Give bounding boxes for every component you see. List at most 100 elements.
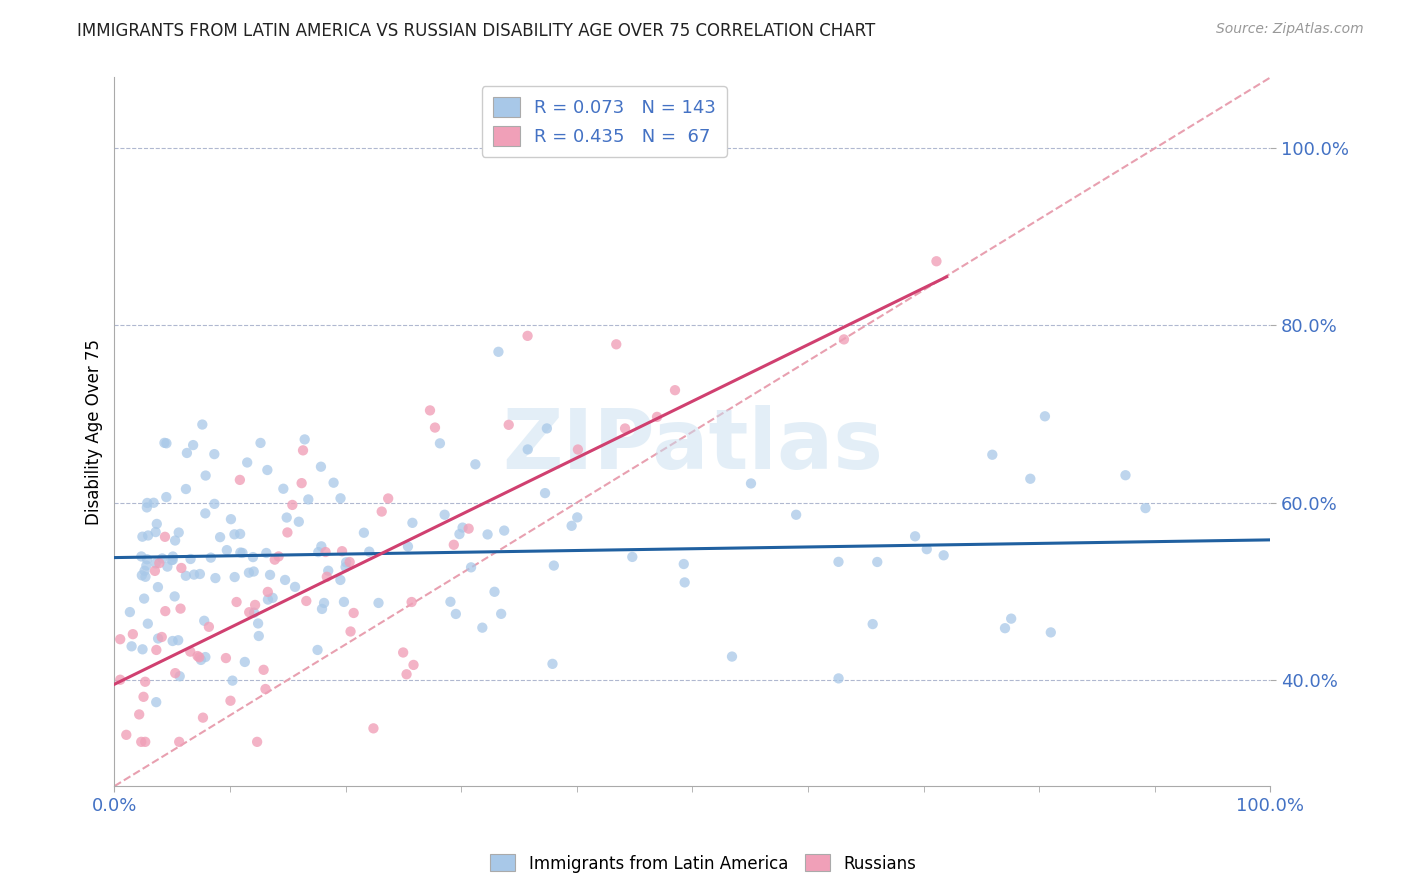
Point [145, 557, 167, 571]
Point [339, 555, 361, 569]
Point [131, 568, 153, 582]
Point [262, 591, 284, 605]
Point [401, 516, 423, 530]
Point [664, 383, 686, 397]
Point [614, 421, 637, 435]
Point [256, 585, 278, 599]
Point [145, 695, 167, 709]
Point [322, 475, 344, 490]
Point [229, 527, 252, 541]
Point [541, 657, 564, 671]
Point [315, 545, 337, 559]
Point [131, 642, 153, 657]
Point [294, 433, 316, 447]
Point [534, 486, 557, 500]
Point [115, 728, 138, 742]
Point [460, 560, 482, 574]
Point [359, 544, 381, 558]
Point [259, 567, 281, 582]
Point [477, 527, 499, 541]
Point [429, 436, 451, 450]
Point [284, 580, 307, 594]
Point [142, 496, 165, 510]
Point [167, 633, 190, 648]
Point [672, 557, 695, 571]
Point [1000, 612, 1022, 626]
Point [433, 508, 456, 522]
Point [174, 482, 197, 496]
Point [464, 458, 486, 472]
Point [229, 545, 252, 559]
Point [202, 447, 225, 461]
Point [215, 543, 238, 558]
Point [315, 570, 337, 584]
Point [832, 332, 855, 346]
Point [915, 542, 938, 557]
Point [180, 552, 202, 566]
Point [153, 530, 176, 544]
Point [150, 630, 173, 644]
Point [543, 558, 565, 573]
Point [191, 417, 214, 432]
Point [174, 568, 197, 582]
Point [494, 524, 516, 538]
Point [167, 525, 190, 540]
Point [353, 525, 375, 540]
Point [827, 672, 849, 686]
Point [721, 649, 744, 664]
Point [187, 648, 209, 663]
Point [135, 500, 157, 515]
Point [866, 555, 889, 569]
Point [243, 598, 266, 612]
Point [904, 529, 927, 543]
Point [135, 558, 157, 573]
Point [165, 533, 187, 548]
Point [229, 473, 252, 487]
Point [484, 584, 506, 599]
Point [981, 448, 1004, 462]
Point [233, 655, 256, 669]
Point [370, 504, 392, 518]
Point [309, 459, 332, 474]
Point [156, 559, 179, 574]
Point [419, 403, 441, 417]
Point [333, 595, 356, 609]
Point [191, 711, 214, 725]
Point [193, 614, 215, 628]
Text: ZIPatlas: ZIPatlas [502, 406, 883, 486]
Point [155, 490, 177, 504]
Point [254, 681, 277, 696]
Point [276, 510, 298, 524]
Point [401, 595, 423, 609]
Point [567, 442, 589, 457]
Point [108, 632, 131, 647]
Point [146, 632, 169, 646]
Point [224, 570, 246, 584]
Legend: Immigrants from Latin America, Russians: Immigrants from Latin America, Russians [484, 847, 922, 880]
Point [343, 606, 366, 620]
Point [219, 694, 242, 708]
Point [136, 528, 159, 542]
Point [121, 627, 143, 641]
Point [276, 525, 298, 540]
Point [367, 596, 389, 610]
Point [148, 556, 170, 570]
Point [198, 620, 221, 634]
Point [231, 546, 253, 560]
Point [498, 417, 520, 432]
Point [862, 617, 884, 632]
Point [291, 476, 314, 491]
Point [335, 555, 357, 569]
Point [297, 492, 319, 507]
Point [150, 551, 173, 566]
Point [167, 735, 190, 749]
Point [246, 735, 269, 749]
Point [209, 530, 232, 544]
Point [162, 553, 184, 567]
Point [134, 570, 156, 584]
Point [136, 616, 159, 631]
Point [221, 673, 243, 688]
Point [215, 651, 238, 665]
Point [163, 590, 186, 604]
Point [257, 592, 280, 607]
